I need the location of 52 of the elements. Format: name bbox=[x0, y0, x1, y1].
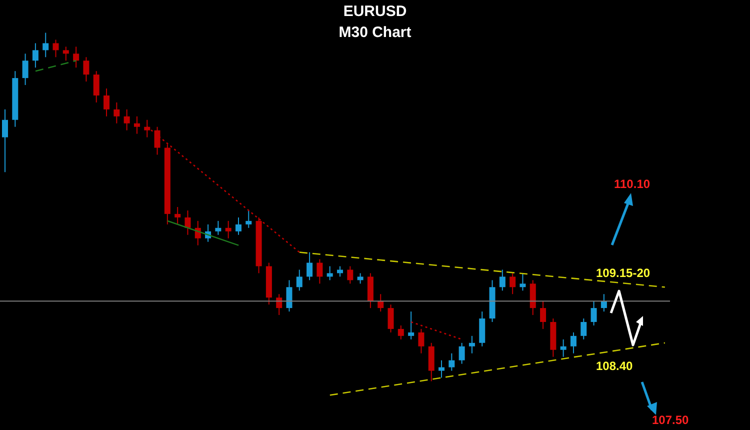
candlestick bbox=[22, 53, 28, 86]
candlestick bbox=[468, 335, 475, 354]
candlestick bbox=[52, 39, 59, 58]
candlestick bbox=[286, 280, 292, 312]
text: 107.50 bbox=[652, 413, 689, 427]
candlestick bbox=[296, 269, 302, 292]
candlestick bbox=[337, 266, 343, 278]
candlestick bbox=[42, 32, 49, 58]
candlestick bbox=[104, 88, 110, 117]
candlestick bbox=[62, 46, 69, 62]
annotation: 108.40 bbox=[596, 359, 633, 373]
candlestick bbox=[73, 46, 80, 68]
annotation: 110.10 bbox=[614, 177, 650, 191]
candlestick bbox=[215, 220, 222, 236]
chart-subtitle: M30 Chart bbox=[338, 24, 412, 41]
candlestick bbox=[590, 300, 597, 326]
candlestick bbox=[510, 272, 516, 295]
candlestick bbox=[520, 272, 526, 292]
candlestick bbox=[499, 269, 506, 292]
candlestick bbox=[378, 294, 384, 312]
candlestick bbox=[184, 210, 191, 236]
candlestick bbox=[580, 318, 587, 340]
candlestick bbox=[600, 294, 607, 312]
candlestick bbox=[32, 42, 38, 68]
candlestick bbox=[83, 56, 90, 82]
candlestick bbox=[2, 108, 8, 173]
candlestick bbox=[408, 311, 414, 340]
candlestick bbox=[540, 300, 546, 330]
candlestick bbox=[326, 266, 333, 281]
candlestick bbox=[306, 252, 313, 281]
candlestick bbox=[246, 210, 252, 228]
candlestick bbox=[357, 272, 364, 284]
candlestick bbox=[448, 352, 455, 372]
candlestick bbox=[398, 324, 404, 340]
candlestick bbox=[93, 70, 100, 103]
candlestick bbox=[438, 360, 445, 378]
chart-title: EURUSD bbox=[342, 3, 408, 20]
candlestick bbox=[388, 304, 394, 333]
candlestick bbox=[570, 332, 576, 354]
candlestick bbox=[347, 266, 354, 284]
candlestick bbox=[114, 102, 120, 124]
candlestick bbox=[560, 338, 566, 358]
candlestick bbox=[458, 342, 465, 364]
candlestick bbox=[134, 116, 140, 134]
candlestick bbox=[225, 220, 232, 239]
candlestick bbox=[276, 294, 282, 316]
candlestick bbox=[174, 206, 181, 225]
candlestick bbox=[316, 258, 323, 284]
candlestick bbox=[418, 328, 424, 354]
candlestick bbox=[124, 108, 130, 131]
annotation: 109.15-20 bbox=[596, 266, 650, 280]
candlestick bbox=[235, 216, 242, 236]
